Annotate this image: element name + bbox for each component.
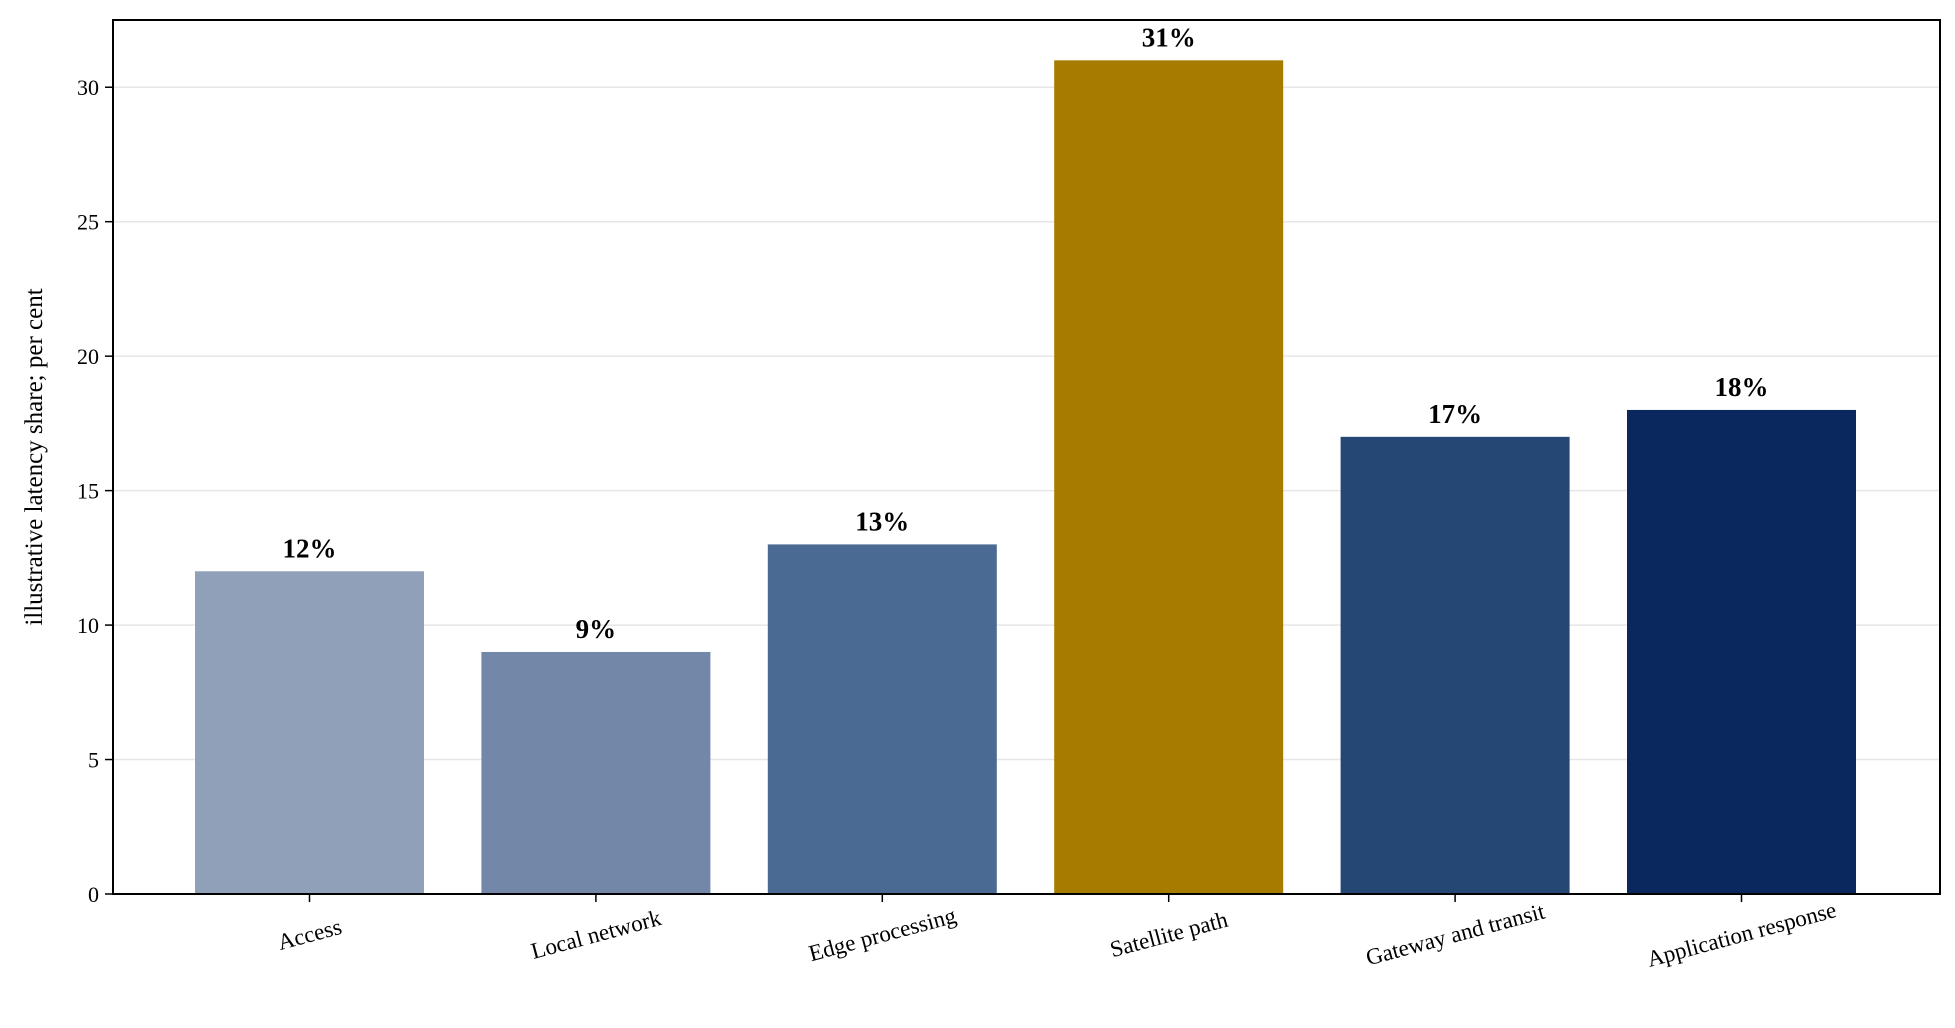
y-tick-label: 30	[77, 75, 99, 100]
bar-value-label: 13%	[855, 506, 909, 536]
y-tick-label: 20	[77, 344, 99, 369]
y-axis-ticks: 0 5 10 15 20 25 30	[77, 75, 113, 907]
y-tick-label: 25	[77, 210, 99, 235]
bar-gateway-and-transit	[1340, 436, 1570, 894]
y-tick-label: 10	[77, 613, 99, 638]
bar-value-labels: 12% 9% 13% 31% 17% 18%	[283, 22, 1769, 644]
bar-value-label: 18%	[1715, 372, 1769, 402]
bar-value-label: 31%	[1142, 22, 1196, 52]
bar-value-label: 12%	[283, 533, 337, 563]
y-tick-label: 15	[77, 479, 99, 504]
bar-value-label: 17%	[1428, 399, 1482, 429]
plot-frame	[112, 19, 1941, 895]
bar-local-network	[481, 651, 711, 894]
bars	[195, 60, 1856, 895]
bar-edge-processing	[767, 544, 997, 894]
bar-satellite-path	[1054, 60, 1284, 895]
y-tick-label: 5	[88, 748, 99, 773]
bar-access	[195, 571, 424, 894]
bar-application-response	[1627, 409, 1856, 894]
bar-value-label: 9%	[576, 614, 617, 644]
y-tick-label: 0	[88, 882, 99, 907]
y-axis-title: illustrative latency share; per cent	[21, 288, 48, 625]
